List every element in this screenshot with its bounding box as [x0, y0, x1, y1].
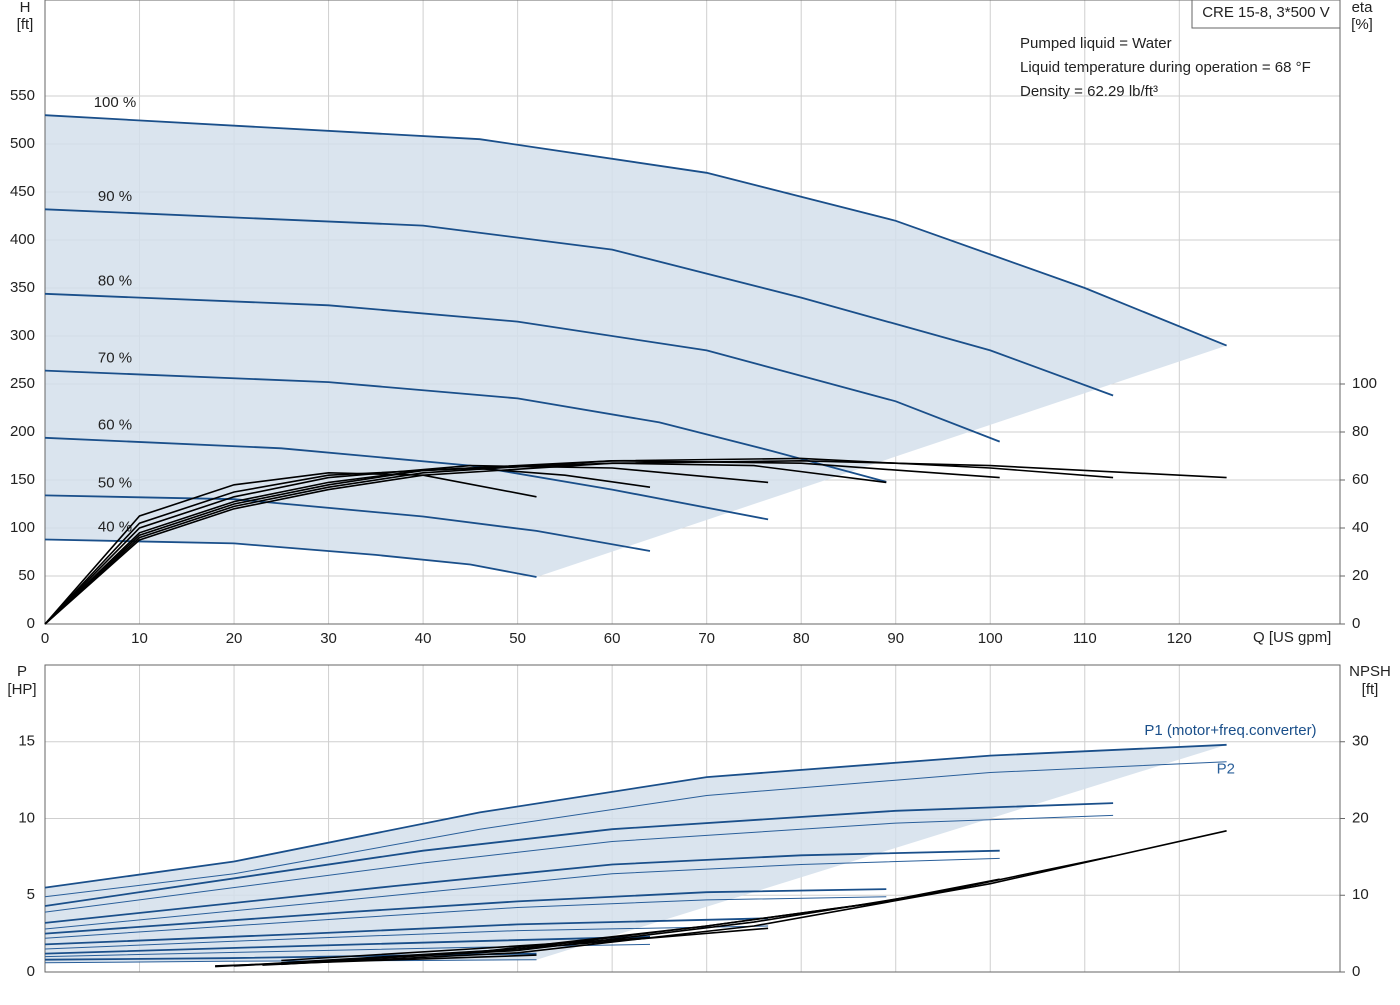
x-tick-label: 120 — [1167, 630, 1192, 647]
series-line — [44, 471, 537, 625]
chart-title: CRE 15-8, 3*500 V — [1202, 4, 1330, 21]
y2-tick-label: 20 — [1352, 809, 1369, 826]
x-tick-label: 40 — [415, 630, 432, 647]
x-tick-label: 10 — [131, 630, 148, 647]
x-tick-label: 50 — [509, 630, 526, 647]
series-line — [44, 467, 651, 625]
y-tick-label: 50 — [18, 567, 35, 584]
series-line — [44, 849, 1000, 924]
y-tick-label: 400 — [10, 231, 35, 248]
y-axis-label: H — [20, 0, 31, 16]
y2-axis-unit: [%] — [1351, 16, 1373, 33]
series-line — [44, 457, 1114, 625]
x-tick-label: 30 — [320, 630, 337, 647]
y-tick-label: 250 — [10, 375, 35, 392]
y-tick-label: 500 — [10, 135, 35, 152]
series-line — [44, 208, 1114, 397]
annotation: Density = 62.29 lb/ft³ — [1020, 83, 1158, 100]
y2-tick-label: 0 — [1352, 615, 1360, 632]
series-line — [44, 292, 1001, 443]
series-line — [44, 925, 769, 950]
series-line — [44, 814, 1114, 913]
series-line — [44, 802, 1114, 907]
y2-axis-unit: [ft] — [1362, 681, 1379, 698]
operating-area — [45, 115, 1227, 577]
x-axis-label: Q [US gpm] — [1253, 629, 1331, 646]
y-tick-label: 0 — [27, 963, 35, 980]
y-tick-label: 100 — [10, 519, 35, 536]
y2-tick-label: 20 — [1352, 567, 1369, 584]
title-box — [1191, 0, 1341, 29]
curve-label: 80 % — [98, 273, 132, 290]
series-line — [44, 494, 651, 552]
y-axis-label: P — [17, 663, 27, 680]
x-tick-label: 110 — [1073, 630, 1097, 647]
series-line — [44, 459, 1000, 625]
x-tick-label: 20 — [226, 630, 243, 647]
curve-label: 40 % — [98, 518, 132, 535]
y2-tick-label: 100 — [1352, 375, 1377, 392]
series-line — [44, 761, 1227, 898]
curve-label: 90 % — [98, 188, 132, 205]
y2-tick-label: 30 — [1352, 733, 1369, 750]
series-line — [44, 462, 887, 625]
curve-label: 60 % — [98, 417, 132, 434]
series-line — [44, 888, 887, 935]
y-tick-label: 5 — [27, 886, 35, 903]
y2-tick-label: 40 — [1352, 519, 1369, 536]
series-line — [44, 743, 1227, 889]
y-axis-unit: [ft] — [17, 16, 34, 33]
series-line — [44, 464, 769, 625]
curve-label: 100 % — [94, 94, 137, 111]
y-tick-label: 200 — [10, 423, 35, 440]
annotation: Pumped liquid = Water — [1020, 35, 1172, 52]
plot-frame — [44, 0, 1341, 625]
x-tick-label: 60 — [604, 630, 621, 647]
x-tick-label: 90 — [887, 630, 904, 647]
y2-tick-label: 80 — [1352, 423, 1369, 440]
y-tick-label: 450 — [10, 183, 35, 200]
y-tick-label: 10 — [18, 809, 35, 826]
series-line — [44, 917, 769, 946]
y-tick-label: 550 — [10, 87, 35, 104]
y2-axis-label: NPSH — [1349, 663, 1391, 680]
x-tick-label: 0 — [41, 630, 49, 647]
y-tick-label: 15 — [18, 733, 35, 750]
x-tick-label: 70 — [698, 630, 715, 647]
series-line — [44, 857, 1000, 930]
y2-tick-label: 0 — [1352, 963, 1360, 980]
curve-label: P2 — [1217, 761, 1235, 778]
curve-label: 50 % — [98, 474, 132, 491]
x-tick-label: 80 — [793, 630, 810, 647]
series-line — [44, 538, 537, 578]
series-line — [44, 114, 1227, 347]
y-tick-label: 0 — [27, 615, 35, 632]
curve-label: P1 (motor+freq.converter) — [1144, 722, 1316, 739]
series-line — [281, 927, 769, 964]
y2-tick-label: 10 — [1352, 886, 1369, 903]
y-tick-label: 350 — [10, 279, 35, 296]
y-tick-label: 150 — [10, 471, 35, 488]
series-line — [44, 369, 887, 483]
operating-area — [45, 744, 1227, 963]
curve-label: 70 % — [98, 350, 132, 367]
series-line — [215, 954, 537, 967]
series-line — [262, 830, 1227, 966]
y-tick-label: 300 — [10, 327, 35, 344]
y2-tick-label: 60 — [1352, 471, 1369, 488]
series-line — [281, 936, 651, 962]
y2-axis-label: eta — [1352, 0, 1374, 16]
series-line — [44, 896, 887, 939]
x-tick-label: 100 — [978, 630, 1003, 647]
series-line — [44, 935, 651, 955]
y-axis-unit: [HP] — [7, 681, 36, 698]
annotation: Liquid temperature during operation = 68… — [1020, 59, 1311, 76]
